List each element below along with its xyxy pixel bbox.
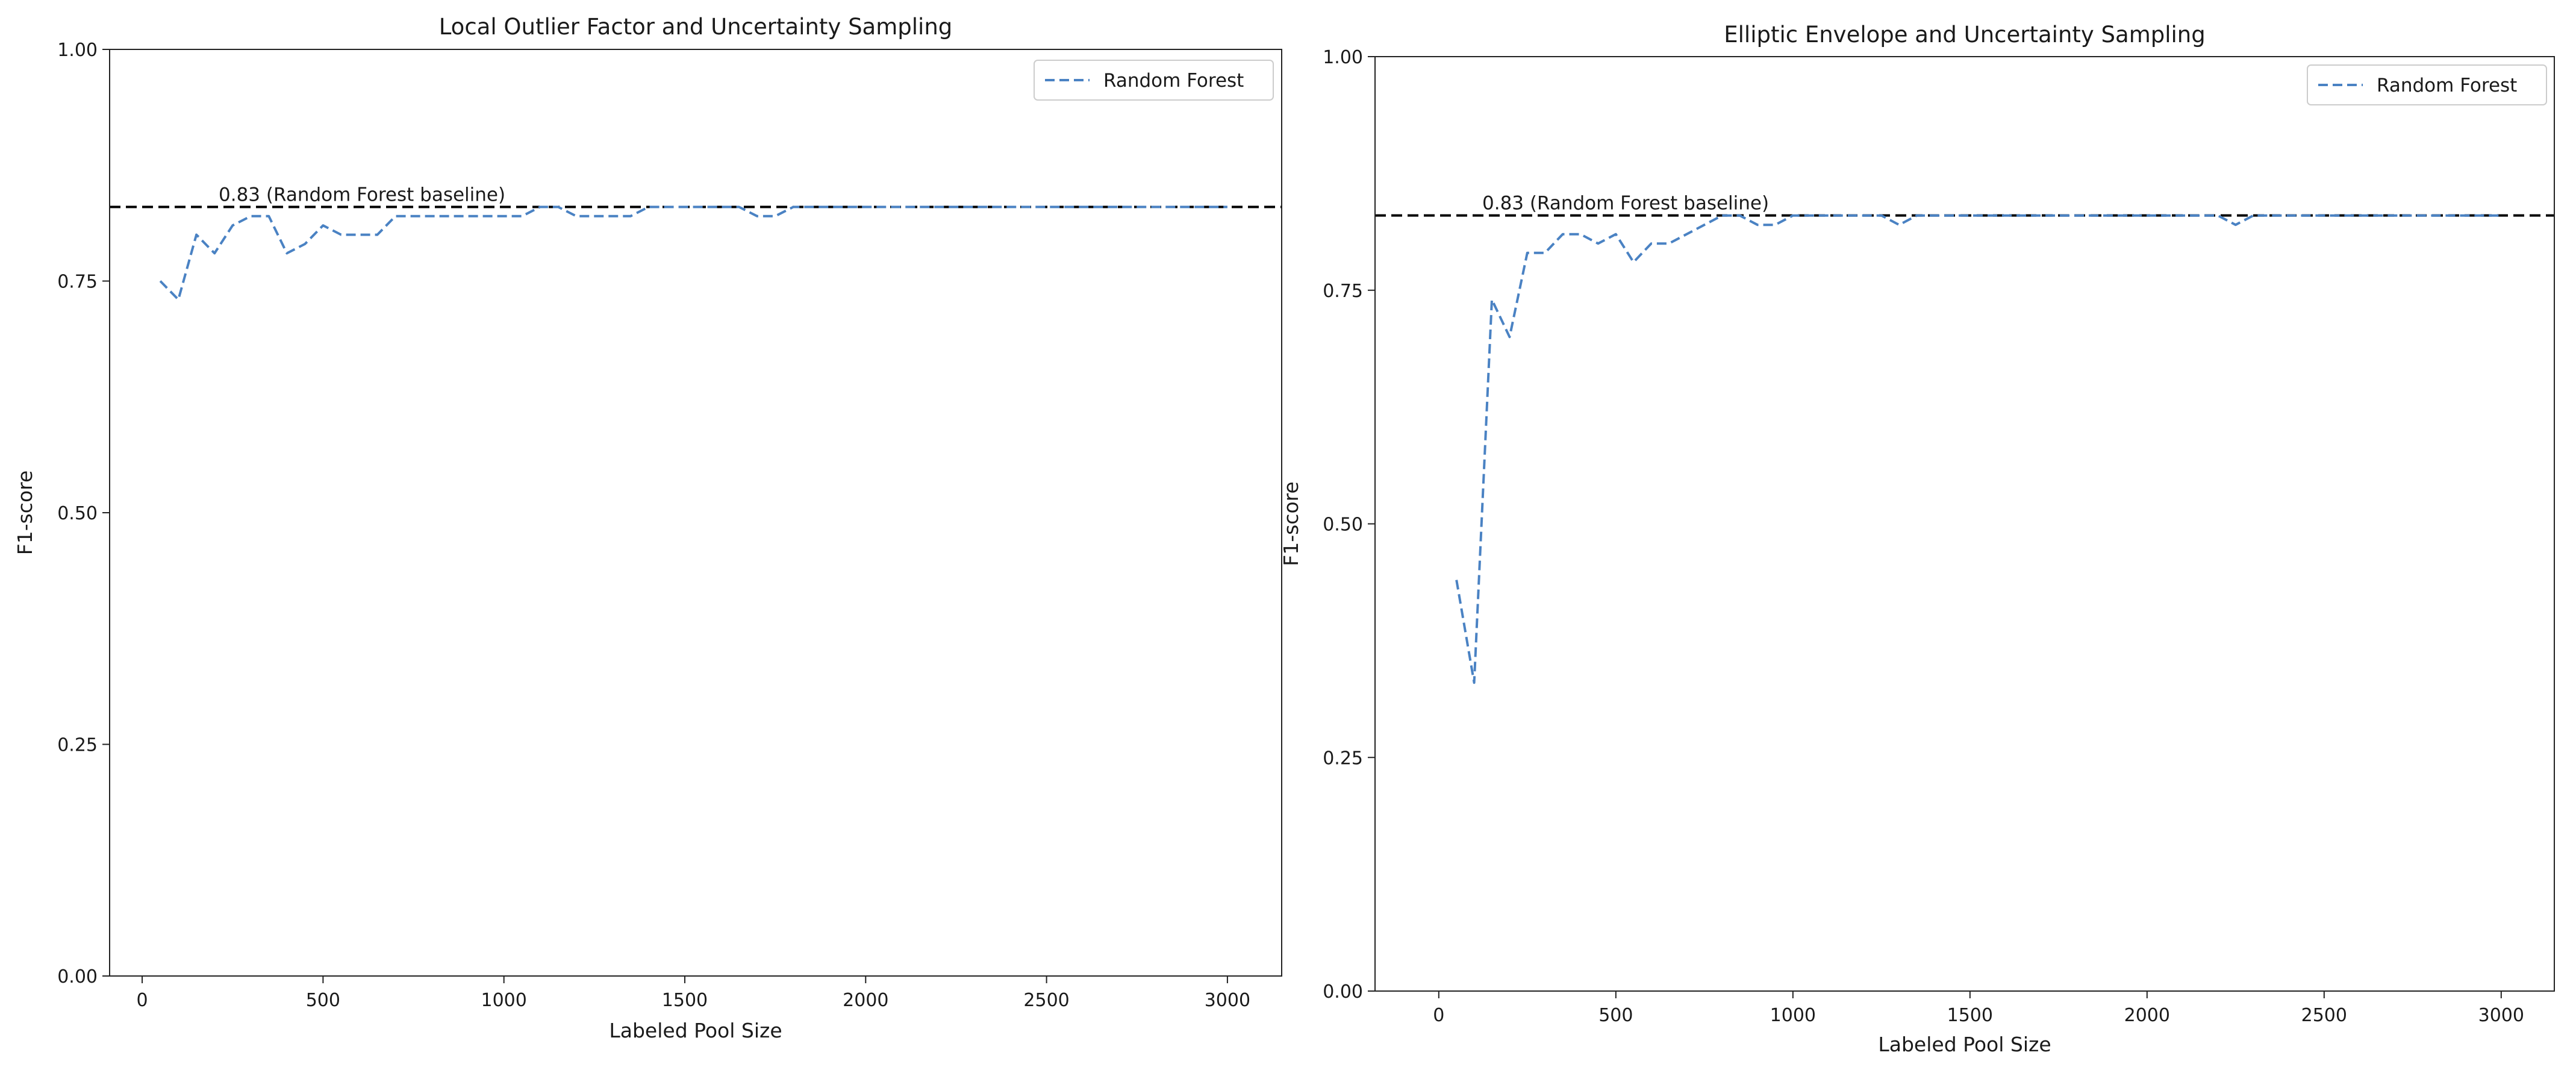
- y-tick-label: 0.25: [1323, 748, 1363, 769]
- series-line-0: [1455, 214, 2501, 684]
- y-tick-label: 1.00: [57, 40, 98, 61]
- x-tick-label: 1000: [1770, 1005, 1816, 1026]
- x-tick-label: 500: [1598, 1005, 1633, 1026]
- x-tick-label: 3000: [2478, 1005, 2524, 1026]
- legend-label: Random Forest: [2377, 75, 2517, 96]
- x-tick-label: 2000: [2124, 1005, 2170, 1026]
- legend-box: [2307, 64, 2547, 105]
- baseline-annotation: 0.83 (Random Forest baseline): [1482, 193, 1769, 214]
- y-tick-label: 0.00: [1323, 981, 1363, 1003]
- plot-frame: [109, 49, 1282, 977]
- x-tick-label: 2000: [843, 990, 888, 1011]
- chart-title: Local Outlier Factor and Uncertainty Sam…: [439, 14, 953, 40]
- y-tick-label: 0.50: [57, 503, 98, 524]
- x-tick-label: 1500: [662, 990, 708, 1011]
- x-axis-label: Labeled Pool Size: [1878, 1033, 2051, 1056]
- x-tick-label: 1000: [481, 990, 526, 1011]
- x-tick-label: 500: [306, 990, 340, 1011]
- x-tick-label: 3000: [1205, 990, 1250, 1011]
- legend-label: Random Forest: [1103, 70, 1244, 92]
- y-axis-label: F1-score: [1279, 481, 1303, 566]
- x-tick-label: 2500: [2301, 1005, 2347, 1026]
- x-tick-label: 2500: [1023, 990, 1069, 1011]
- y-tick-label: 0.50: [1323, 515, 1363, 536]
- y-tick-label: 0.00: [57, 966, 98, 987]
- plot-frame: [1374, 56, 2555, 992]
- y-tick-label: 1.00: [1323, 47, 1363, 68]
- y-tick-label: 0.25: [57, 735, 98, 756]
- legend-box: [1034, 60, 1274, 101]
- x-axis-label: Labeled Pool Size: [609, 1019, 782, 1042]
- series-line-0: [159, 205, 1227, 301]
- y-tick-label: 0.75: [57, 272, 98, 293]
- x-tick-label: 0: [137, 990, 148, 1011]
- baseline-annotation: 0.83 (Random Forest baseline): [219, 184, 505, 205]
- x-tick-label: 1500: [1947, 1005, 1993, 1026]
- x-tick-label: 0: [1433, 1005, 1444, 1026]
- y-axis-label: F1-score: [13, 471, 37, 555]
- chart-title: Elliptic Envelope and Uncertainty Sampli…: [1724, 22, 2206, 48]
- y-tick-label: 0.75: [1323, 281, 1363, 302]
